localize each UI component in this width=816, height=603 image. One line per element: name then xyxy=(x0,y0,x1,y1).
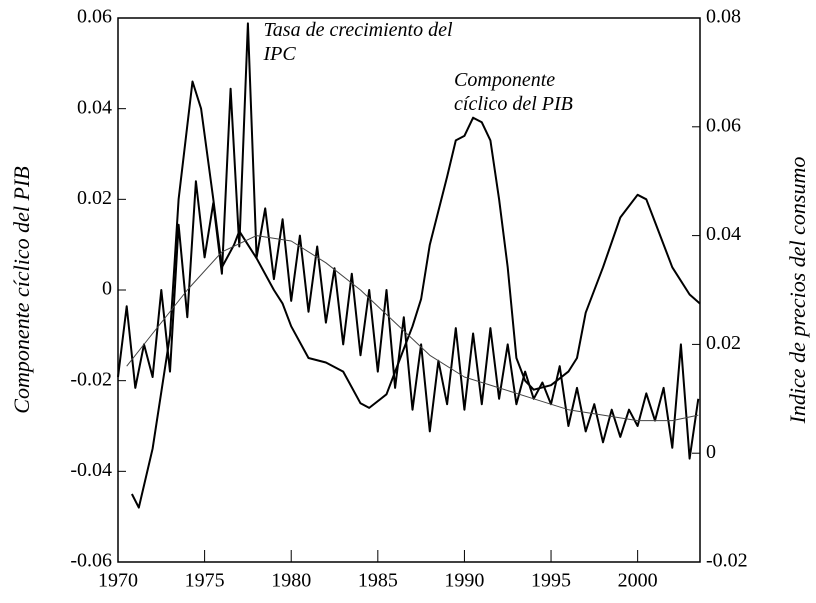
y2-tick-label: 0.04 xyxy=(706,223,741,245)
y-tick-label: 0.06 xyxy=(77,6,112,28)
plot-frame xyxy=(117,17,701,563)
y2-axis-label: Indice de precios del consumo xyxy=(785,157,810,425)
y2-tick-label: -0.02 xyxy=(706,550,748,572)
y-tick-label: 0.04 xyxy=(77,96,112,118)
annotation: cíclico del PIB xyxy=(454,93,573,115)
x-tick-label: 1995 xyxy=(531,570,571,592)
x-tick-label: 1990 xyxy=(444,570,484,592)
series-line xyxy=(131,80,701,509)
y2-tick-label: 0.02 xyxy=(706,332,741,354)
y-tick-label: 0.02 xyxy=(77,187,112,209)
series-line xyxy=(117,22,700,460)
y-tick-label: -0.04 xyxy=(70,459,112,481)
y-axis-label: Componente cíclico del PIB xyxy=(9,166,34,413)
x-tick-label: 1970 xyxy=(98,570,138,592)
x-tick-label: 1980 xyxy=(271,570,311,592)
x-tick-label: 2000 xyxy=(618,570,658,592)
series-line xyxy=(126,235,699,422)
annotation: Tasa de crecimiento del xyxy=(264,19,453,41)
annotation: IPC xyxy=(263,43,297,65)
y2-tick-label: 0.08 xyxy=(706,6,741,28)
annotation: Componente xyxy=(454,69,555,91)
y-tick-label: -0.06 xyxy=(70,550,112,572)
y-tick-label: -0.02 xyxy=(70,368,112,390)
y2-tick-label: 0.06 xyxy=(706,114,741,136)
x-tick-label: 1975 xyxy=(185,570,225,592)
y2-tick-label: 0 xyxy=(706,441,716,463)
y-tick-label: 0 xyxy=(102,278,112,300)
x-tick-label: 1985 xyxy=(358,570,398,592)
